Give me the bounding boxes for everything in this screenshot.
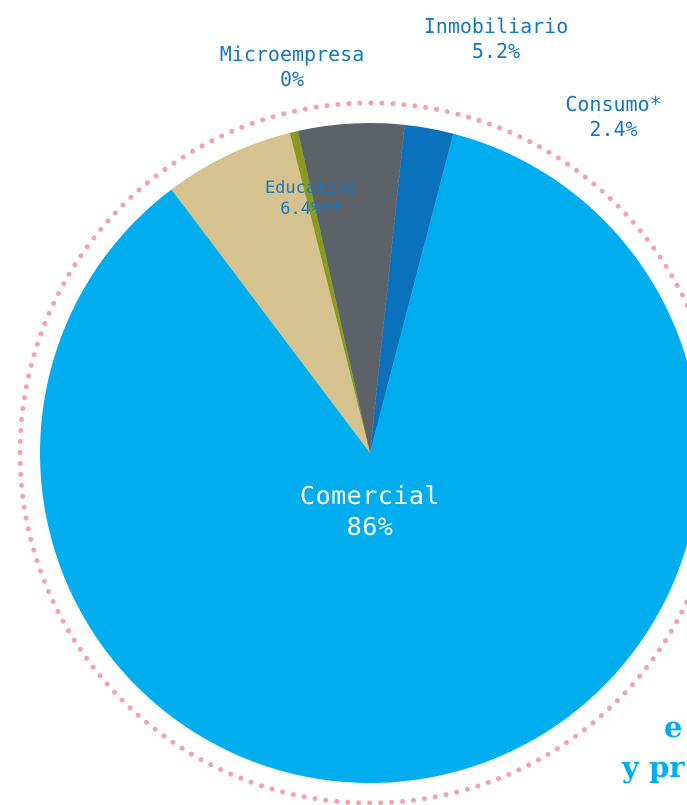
label-educativo: Educativo 6.4%** <box>246 178 376 221</box>
slice-comercial <box>40 133 687 783</box>
label-microempresa-name: Microempresa <box>219 42 365 66</box>
label-consumo-name: Consumo* <box>565 92 662 116</box>
pie-slices <box>40 122 687 783</box>
slice-inmobiliario <box>297 122 405 454</box>
slice-microempresa <box>289 130 370 453</box>
label-consumo: Consumo* 2.4% <box>540 92 687 142</box>
label-educativo-value: 6.4%** <box>280 199 342 220</box>
dotted-ring-circle <box>17 100 687 805</box>
label-microempresa-value: 0% <box>279 67 305 91</box>
partial-text-line2: y pr <box>622 750 685 784</box>
dotted-ring <box>17 100 687 805</box>
label-comercial: Comercial 86% <box>270 480 470 543</box>
label-consumo-value: 2.4% <box>589 117 638 141</box>
label-microempresa: Microempresa 0% <box>197 42 387 92</box>
label-inmobiliario-name: Inmobiliario <box>423 14 569 38</box>
slice-consumo <box>370 124 454 454</box>
partial-text-line1: e <box>664 710 683 744</box>
label-educativo-name: Educativo <box>264 178 358 198</box>
label-inmobiliario: Inmobiliario 5.2% <box>401 14 591 64</box>
label-comercial-name: Comercial <box>300 481 440 510</box>
label-inmobiliario-value: 5.2% <box>471 39 521 63</box>
slice-educativo <box>171 132 370 454</box>
label-comercial-value: 86% <box>346 512 394 542</box>
